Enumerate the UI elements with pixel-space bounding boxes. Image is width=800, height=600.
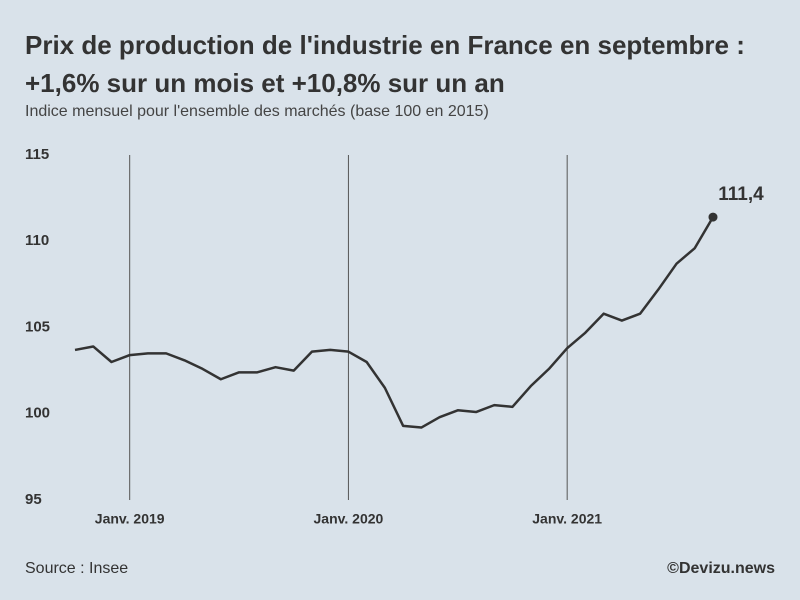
x-tick-label: Janv. 2019 (95, 511, 165, 527)
line (74, 216, 715, 429)
y-tick-label: 115 (25, 146, 49, 163)
y-tick-label: 95 (25, 491, 42, 508)
y-tick-label: 100 (25, 405, 50, 422)
source: Source : Insee (25, 560, 128, 577)
y-tick-label: 105 (25, 318, 50, 335)
end-point (708, 212, 718, 222)
x-tick-label: Janv. 2020 (314, 511, 384, 527)
x-tick-label: Janv. 2021 (532, 511, 602, 527)
y-tick-label: 110 (25, 232, 49, 249)
chart-title: Prix de production de l'industrie en Fra… (25, 30, 745, 98)
credit: ©Devizu.news (667, 560, 775, 577)
data-label: 111,4 (718, 184, 764, 205)
chart-subtitle: Indice mensuel pour l'ensemble des march… (25, 103, 489, 120)
